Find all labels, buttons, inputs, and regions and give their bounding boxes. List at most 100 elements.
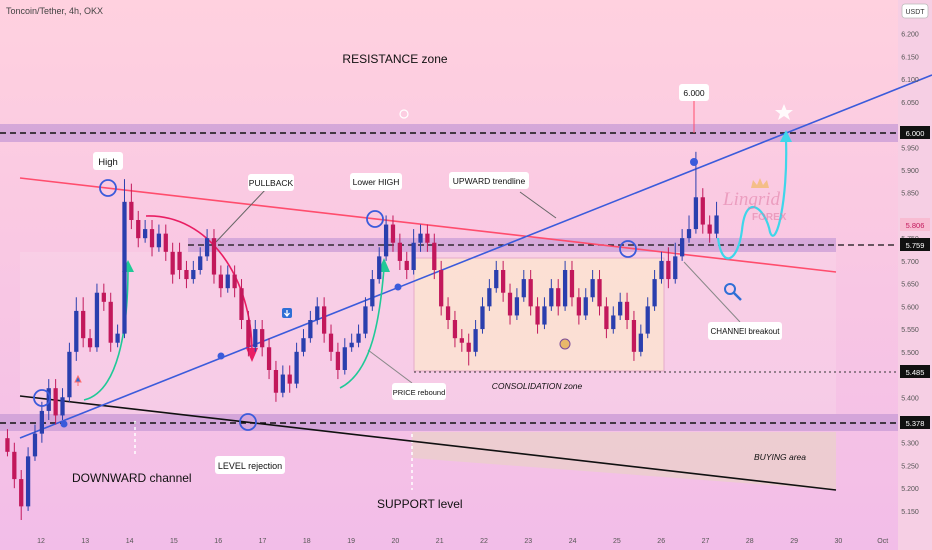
x-tick-label: 30 [835,538,843,545]
candle-body [39,410,44,434]
channel-breakout-label: CHANNEl breakout [711,327,781,336]
candle-body [370,279,375,307]
downward-channel-label: DOWNWARD channel [72,471,192,485]
candle-body [549,288,554,307]
candle-body [294,351,299,384]
level-rejection-label-box [215,456,285,474]
rocket-icon [74,374,82,386]
candle-body [556,288,561,307]
consolidation-zone-label: CONSOLIDATION zone [492,381,583,391]
candle-body [673,256,678,280]
level-rejection-label: LEVEL rejection [218,461,282,471]
last-price-tag: 5.806 [906,221,925,230]
target-label: 6.000 [683,88,705,98]
candle-body [480,306,485,330]
markers [33,179,637,431]
candle-body [12,451,17,480]
candle-body [535,306,540,325]
candle-body [604,306,609,330]
trend-dot [394,283,402,291]
candle-body [624,301,630,320]
candle-body [287,374,292,384]
price-rebound-label-box [392,383,446,400]
x-tick-label: 12 [37,538,45,545]
price-axis-panel [898,0,932,550]
candle-body [177,251,182,270]
buying-area-label: BUYING area [754,452,806,462]
candle-body [328,333,334,352]
decorations [74,104,793,386]
lower-high-label: Lower HIGH [353,177,400,187]
candle-body [163,233,168,252]
candle-body [149,229,155,248]
support-level-label: SUPPORT level [377,497,463,511]
x-tick-label: 23 [524,538,532,545]
candle-body [542,306,547,325]
y-tick-label: 5.500 [901,350,919,357]
candle-body [129,201,134,220]
buying-area [412,432,836,490]
candle-body [342,347,347,370]
pullback-label: PULLBACK [249,178,294,188]
candle-body [280,374,285,393]
pullback-pointer [215,188,267,243]
high-label: High [98,157,118,168]
candle-body [383,224,389,257]
candle-body [301,338,306,352]
candle-body [81,310,86,339]
rally-arrow-1 [83,267,129,401]
trend-dot [690,158,698,166]
candle-body [156,233,162,248]
candle-body [170,251,175,275]
logo-sub: FOREX [752,212,787,223]
rally-arrow-2 [339,267,385,389]
candle-body [232,274,237,289]
candle-body [225,274,230,289]
candle-body [569,270,575,298]
candle-body [53,388,58,416]
candle-body [597,279,602,307]
candle-body [315,306,320,320]
resistance-band [0,124,898,142]
candle-body [67,351,72,398]
y-tick-label: 6.150 [901,54,919,61]
candle-body [439,270,444,307]
y-tick-label: 6.100 [901,77,919,84]
x-tick-label: 29 [790,538,798,545]
support-band [0,414,898,431]
candle-body [514,297,520,316]
candle-body [74,310,79,352]
candle-body [452,320,458,339]
info-badge-arrow [284,310,290,318]
channel-upper-line [19,177,837,273]
x-tick-label: 13 [81,538,89,545]
logo-brand: Lingrid [722,189,781,210]
candle-body [335,351,341,370]
price-rebound-label: PRICE rebound [393,388,446,397]
candle-body [363,306,368,334]
y-tick-label: 5.150 [901,509,919,516]
candle-body [611,315,616,330]
candle-body [356,333,361,343]
candle-body [198,256,203,270]
x-tick-label: 15 [170,538,178,545]
candle-body [94,292,100,348]
y-tick-label: 5.950 [901,145,919,152]
candle-body [707,224,712,234]
price-tag-box [900,416,930,429]
x-tick-label: 19 [347,538,355,545]
projection-path [716,139,788,260]
candle-body [191,270,196,280]
candle-body [432,242,437,270]
candle-body [60,397,65,416]
price-tag: 5.378 [906,419,925,428]
candle-body [645,306,650,334]
candle-body [397,242,402,261]
star-icon [775,104,793,120]
x-tick-label: 16 [214,538,222,545]
trendlines [19,74,932,491]
price-tag-box [900,126,930,139]
upward-trendline-label: UPWARD trendline [453,176,526,186]
candle-body [184,270,189,280]
candle-body [204,238,210,257]
